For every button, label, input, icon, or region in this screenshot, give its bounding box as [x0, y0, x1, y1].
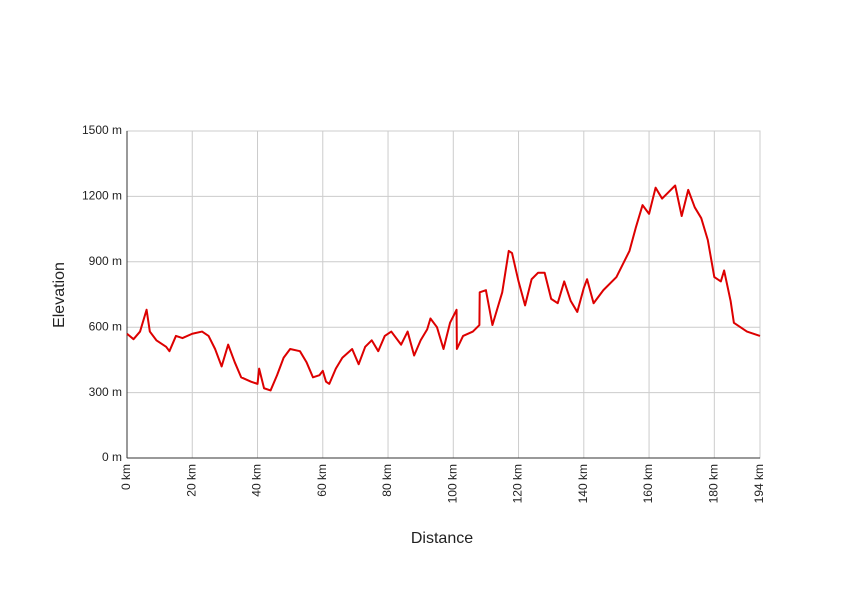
x-tick-label: 140 km [576, 464, 590, 503]
y-tick-label: 300 m [89, 385, 122, 399]
x-tick-label: 160 km [641, 464, 655, 503]
x-tick-label: 20 km [184, 464, 198, 497]
y-tick-label: 0 m [102, 450, 122, 464]
y-tick-label: 1200 m [82, 189, 122, 203]
x-tick-label: 60 km [315, 464, 329, 497]
x-tick-label: 120 km [511, 464, 525, 503]
y-tick-label: 1500 m [82, 123, 122, 137]
x-axis-title: Distance [411, 530, 473, 547]
elevation-line [126, 184, 761, 392]
y-axis-title: Elevation [51, 262, 68, 328]
x-tick-label: 180 km [706, 464, 720, 503]
x-tick-label: 194 km [752, 464, 766, 503]
y-tick-label: 900 m [89, 254, 122, 268]
y-tick-label: 600 m [89, 319, 122, 333]
plot-border [126, 130, 761, 459]
x-tick-label: 40 km [250, 464, 264, 497]
x-tick-label: 0 km [119, 464, 133, 490]
x-tick-label: 80 km [380, 464, 394, 497]
x-tick-label: 100 km [445, 464, 459, 503]
